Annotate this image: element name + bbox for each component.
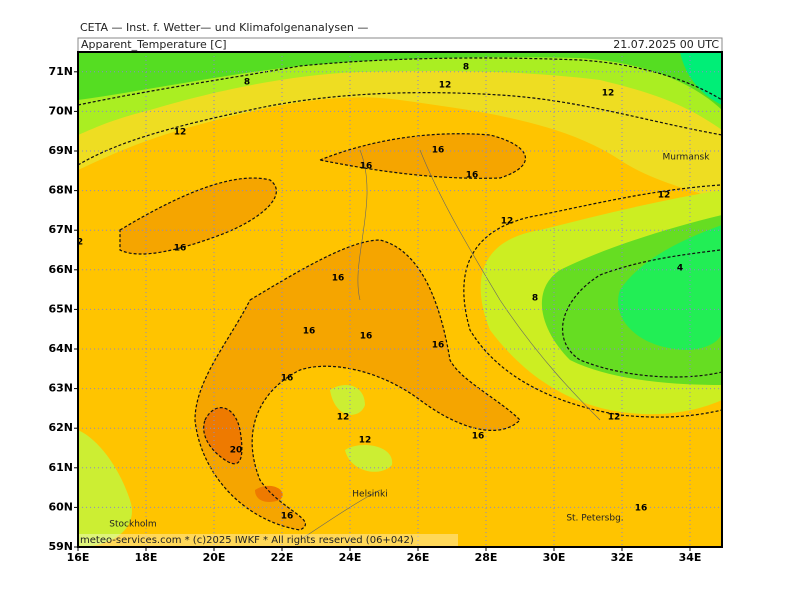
fill-zone xyxy=(120,133,526,255)
map-date: 21.07.2025 00 UTC xyxy=(613,38,719,51)
map-area: 8 8 12 12 12 16 16 16 12 12 2 16 4 16 8 16 16 16 16 12 12 16 1… xyxy=(77,52,722,547)
lat-label: 66N xyxy=(48,263,73,276)
contour-label: 12 xyxy=(174,128,187,138)
contour-label: 8 xyxy=(244,78,250,88)
axes: 16E 18E 20E 22E 24E 26E 28E 30E 32E 34E 59N 60N 61N 6… xyxy=(48,65,701,564)
lat-label: 60N xyxy=(48,500,73,513)
lat-label: 69N xyxy=(48,144,73,157)
contour-label: 16 xyxy=(472,432,485,442)
fill-zone xyxy=(78,52,722,200)
contour-label: 4 xyxy=(677,264,683,274)
copyright-bg xyxy=(78,534,458,546)
lat-label: 61N xyxy=(48,461,73,474)
fill-zone xyxy=(78,430,132,547)
contour-line xyxy=(562,249,722,378)
grid xyxy=(78,52,722,547)
contour-label: 16 xyxy=(466,171,479,181)
contour-label: 16 xyxy=(281,374,294,384)
contour-line xyxy=(78,92,722,166)
lat-label: 62N xyxy=(48,421,73,434)
contour-label: 20 xyxy=(230,446,243,456)
lat-label: 59N xyxy=(48,540,73,553)
contour-label: 16 xyxy=(360,162,373,172)
contour-label: 12 xyxy=(439,81,452,91)
contour-label: 16 xyxy=(432,341,445,351)
map-title: Apparent_Temperature [C] xyxy=(81,38,227,51)
city-label: Murmansk xyxy=(663,153,711,163)
fill-zone xyxy=(330,385,393,472)
lat-label: 63N xyxy=(48,382,73,395)
contour-label: 16 xyxy=(432,146,445,156)
lat-label: 70N xyxy=(48,104,73,117)
contour-label: 8 xyxy=(532,294,538,304)
lon-label: 26E xyxy=(407,551,430,564)
contour-label: 16 xyxy=(360,332,373,342)
source-text: CETA — Inst. f. Wetter— und Klimafolgena… xyxy=(80,21,368,34)
contour-line xyxy=(463,184,722,418)
city-label: Stockholm xyxy=(109,520,156,530)
lat-label: 64N xyxy=(48,342,73,355)
fill-zone xyxy=(203,407,283,502)
lat-label: 71N xyxy=(48,65,73,78)
contour-line xyxy=(194,239,521,531)
lon-label: 32E xyxy=(611,551,634,564)
contour-label: 12 xyxy=(658,191,671,201)
lon-label: 30E xyxy=(543,551,566,564)
lon-label: 16E xyxy=(67,551,90,564)
contour-label: 12 xyxy=(602,89,615,99)
contour-label: 12 xyxy=(608,413,621,423)
contour-line xyxy=(119,133,527,255)
copyright: meteo-services.com * (c)2025 IWKF * All … xyxy=(80,535,414,546)
contour-label: 16 xyxy=(635,504,648,514)
lon-label: 34E xyxy=(679,551,702,564)
lat-label: 67N xyxy=(48,223,73,236)
contour-labels: 8 8 12 12 12 16 16 16 12 12 2 16 4 16 8 16 16 16 16 12 12 16 1… xyxy=(77,63,711,530)
map-frame xyxy=(77,51,723,548)
fill-zone xyxy=(680,52,722,105)
contour-label: 16 xyxy=(281,512,294,522)
contour-line xyxy=(78,57,722,106)
contour-label: 16 xyxy=(174,244,187,254)
contour-label: 16 xyxy=(303,327,316,337)
lon-label: 22E xyxy=(271,551,294,564)
contour-label: 16 xyxy=(332,274,345,284)
lon-label: 18E xyxy=(135,551,158,564)
contour-label: 12 xyxy=(337,413,350,423)
lat-label: 68N xyxy=(48,184,73,197)
contour-label: 12 xyxy=(359,436,372,446)
fill-zone xyxy=(618,225,722,350)
contour-label: 8 xyxy=(463,63,469,73)
city-label: St. Petersbg. xyxy=(566,514,623,524)
fill-zone xyxy=(78,52,722,110)
lon-label: 20E xyxy=(203,551,226,564)
border-line xyxy=(299,149,601,541)
contour-label: 12 xyxy=(501,217,514,227)
lon-label: 28E xyxy=(475,551,498,564)
city-label: Helsinki xyxy=(352,490,387,500)
contour-line xyxy=(203,407,243,465)
contour-label: 2 xyxy=(77,238,83,248)
lat-label: 65N xyxy=(48,302,73,315)
lon-label: 24E xyxy=(339,551,362,564)
